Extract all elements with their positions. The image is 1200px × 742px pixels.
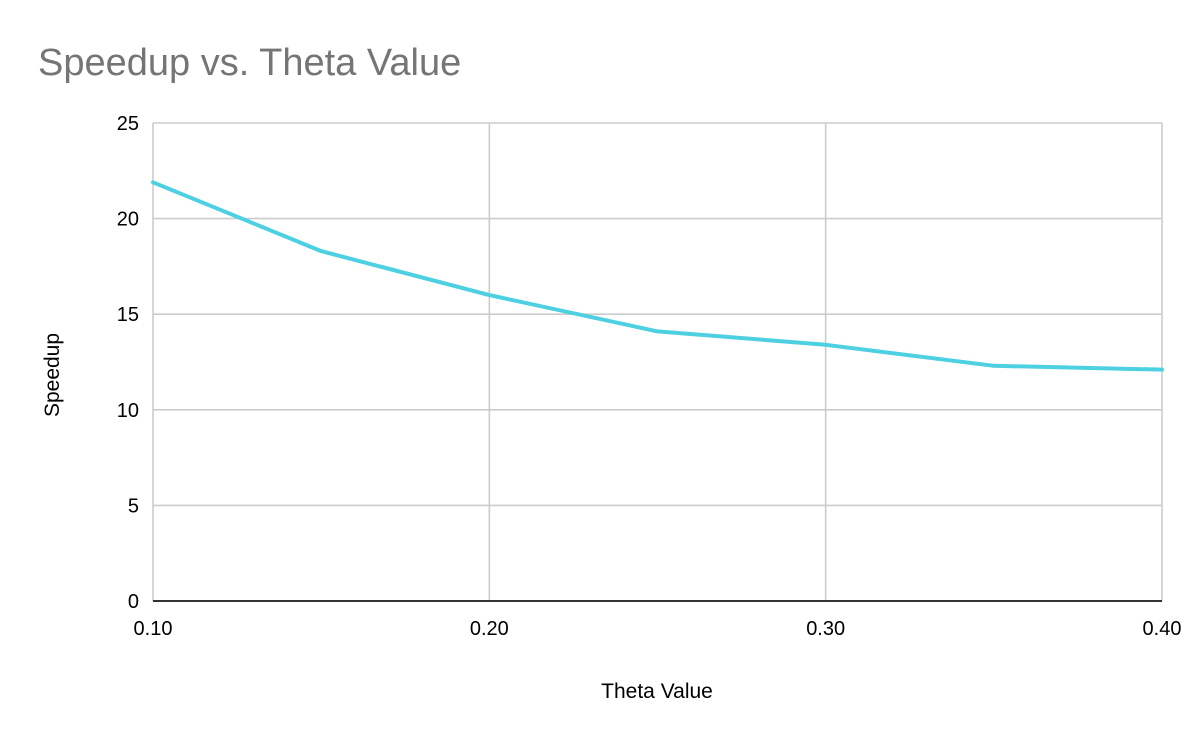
series-layer: [151, 180, 1164, 372]
x-axis-ticks: 0.10 0.20 0.30 0.40: [134, 618, 1182, 640]
y-tick-label: 10: [117, 400, 139, 422]
x-tick-label: 0.40: [1143, 618, 1182, 640]
x-tick-label: 0.30: [806, 618, 845, 640]
series-line: [151, 180, 1164, 372]
x-tick-label: 0.20: [470, 618, 509, 640]
chart-title: Speedup vs. Theta Value: [38, 42, 461, 84]
y-axis-ticks: 0 5 10 15 20 25: [117, 113, 139, 613]
y-tick-label: 20: [117, 209, 139, 231]
x-axis-title: Theta Value: [601, 680, 713, 703]
y-tick-label: 15: [117, 304, 139, 326]
y-tick-label: 0: [128, 591, 139, 613]
grid-layer: [152, 122, 1163, 602]
y-tick-label: 5: [128, 495, 139, 517]
y-axis-title: Speedup: [41, 333, 64, 417]
x-tick-label: 0.10: [134, 618, 173, 640]
y-tick-label: 25: [117, 113, 139, 135]
